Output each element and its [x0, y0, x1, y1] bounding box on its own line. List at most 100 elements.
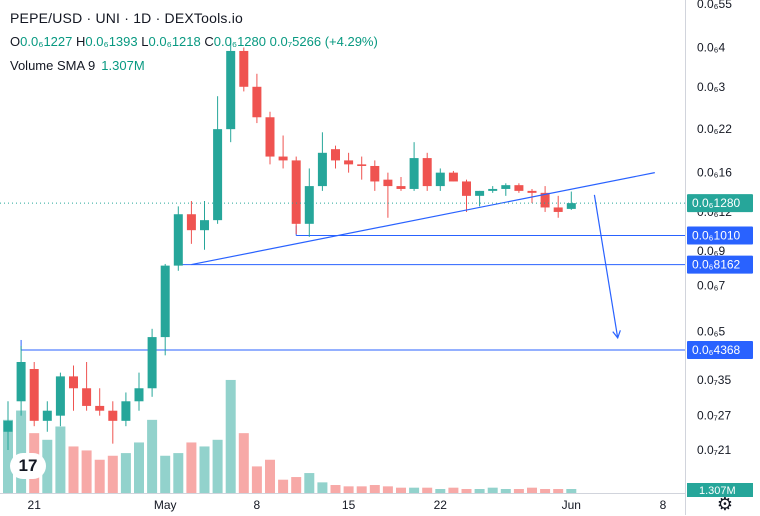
- projection-arrow-shaft: [593, 194, 619, 339]
- volume-bar: [304, 473, 315, 493]
- volume-bar: [343, 486, 354, 493]
- candle-body: [488, 188, 498, 191]
- candle-body: [501, 185, 511, 189]
- ohlc-row: O0.0₆1227 H0.0₆1393 L0.0₆1218 C0.0₆1280 …: [10, 30, 378, 54]
- candle-body: [553, 207, 563, 212]
- candle-body: [95, 405, 105, 411]
- candle-body: [213, 129, 223, 221]
- volume-bar: [238, 433, 249, 493]
- ohlc-change-value: 0.0₇5266 (+4.29%): [269, 34, 378, 49]
- candle-body: [514, 185, 524, 191]
- ohlc-high-value: 0.0₆1393: [85, 34, 138, 49]
- candle-body: [278, 156, 288, 161]
- candle-body: [252, 86, 262, 118]
- candle-body: [186, 214, 196, 231]
- volume-bar: [147, 419, 158, 493]
- candle-body: [462, 181, 471, 196]
- volume-bar: [330, 485, 341, 493]
- chart-legend: PEPE/USD · UNI · 1D · DEXTools.io O0.0₆1…: [10, 6, 378, 78]
- symbol-title: PEPE/USD · UNI · 1D · DEXTools.io: [10, 10, 243, 26]
- candle-body: [435, 172, 445, 187]
- volume-bar: [291, 477, 302, 493]
- price-axis[interactable]: [685, 0, 760, 515]
- volume-bar: [566, 489, 577, 493]
- candle-body: [173, 214, 183, 266]
- uptrend-line: [191, 172, 655, 266]
- candle-body: [239, 50, 249, 87]
- candle-body: [527, 190, 537, 193]
- volume-value: 1.307M: [101, 58, 145, 73]
- candle-body: [42, 410, 52, 421]
- volume-bar: [382, 486, 393, 493]
- volume-bar: [81, 450, 92, 493]
- volume-bar: [199, 446, 210, 493]
- candle-body: [409, 158, 419, 189]
- volume-bar: [448, 487, 459, 493]
- ohlc-open-value: 0.0₆1227: [20, 34, 73, 49]
- candle-body: [16, 361, 26, 402]
- volume-bar: [317, 482, 328, 493]
- candle-body: [200, 220, 209, 231]
- candle-body: [331, 149, 340, 161]
- ohlc-high-key: H: [76, 34, 86, 49]
- candle-body: [396, 186, 406, 189]
- candle-body: [357, 164, 367, 166]
- volume-bar: [369, 485, 380, 493]
- candle-body: [121, 401, 131, 421]
- candle-body: [29, 368, 39, 421]
- candle-body: [108, 410, 118, 421]
- volume-bar: [212, 439, 223, 493]
- volume-bar: [513, 489, 524, 493]
- candle-body: [265, 117, 275, 157]
- volume-bar: [3, 419, 13, 493]
- ohlc-low-value: 0.0₆1218: [148, 34, 201, 49]
- volume-bar: [55, 426, 66, 493]
- candle-body: [226, 50, 236, 130]
- candle-body: [55, 376, 65, 416]
- candle-body: [134, 388, 144, 402]
- volume-bar: [396, 487, 406, 493]
- ohlc-close-value: 0.0₆1280: [213, 34, 267, 49]
- volume-bar: [120, 453, 131, 493]
- volume-bar: [42, 439, 53, 493]
- time-axis[interactable]: [0, 493, 685, 516]
- ohlc-close-key: C: [204, 34, 214, 49]
- ohlc-low-key: L: [141, 34, 149, 49]
- candle-body: [304, 186, 314, 224]
- volume-bar: [186, 442, 197, 493]
- volume-bar: [107, 455, 118, 493]
- volume-bar: [94, 459, 105, 493]
- volume-bar: [160, 455, 171, 493]
- volume-bar: [487, 487, 498, 493]
- volume-bar: [540, 489, 551, 493]
- candle-body: [370, 165, 380, 182]
- candle-body: [317, 152, 327, 187]
- volume-bar: [553, 489, 564, 493]
- volume-legend: Volume SMA 9 1.307M: [10, 54, 378, 78]
- candle-body: [540, 192, 550, 208]
- volume-bar: [265, 459, 275, 493]
- volume-bar: [68, 446, 79, 493]
- volume-bar: [173, 453, 184, 493]
- volume-bar: [461, 489, 472, 493]
- tradingview-logo[interactable]: 17: [10, 453, 46, 479]
- volume-bar: [278, 479, 289, 493]
- volume-bar: [225, 379, 236, 493]
- volume-bar: [422, 487, 433, 493]
- volume-bar: [251, 466, 262, 493]
- volume-bar: [134, 442, 144, 493]
- volume-label: Volume SMA 9: [10, 58, 96, 73]
- gear-icon[interactable]: ⚙: [716, 494, 734, 514]
- ohlc-open-key: O: [10, 34, 21, 49]
- volume-bar: [500, 489, 511, 493]
- candle-body: [475, 190, 485, 196]
- candle-body: [383, 179, 393, 187]
- candle-body: [3, 420, 13, 432]
- volume-bar: [356, 486, 367, 493]
- volume-bar: [474, 489, 485, 493]
- candle-body: [147, 337, 157, 389]
- candle-body: [448, 172, 458, 182]
- candle-body: [69, 376, 78, 389]
- candle-body: [566, 203, 576, 209]
